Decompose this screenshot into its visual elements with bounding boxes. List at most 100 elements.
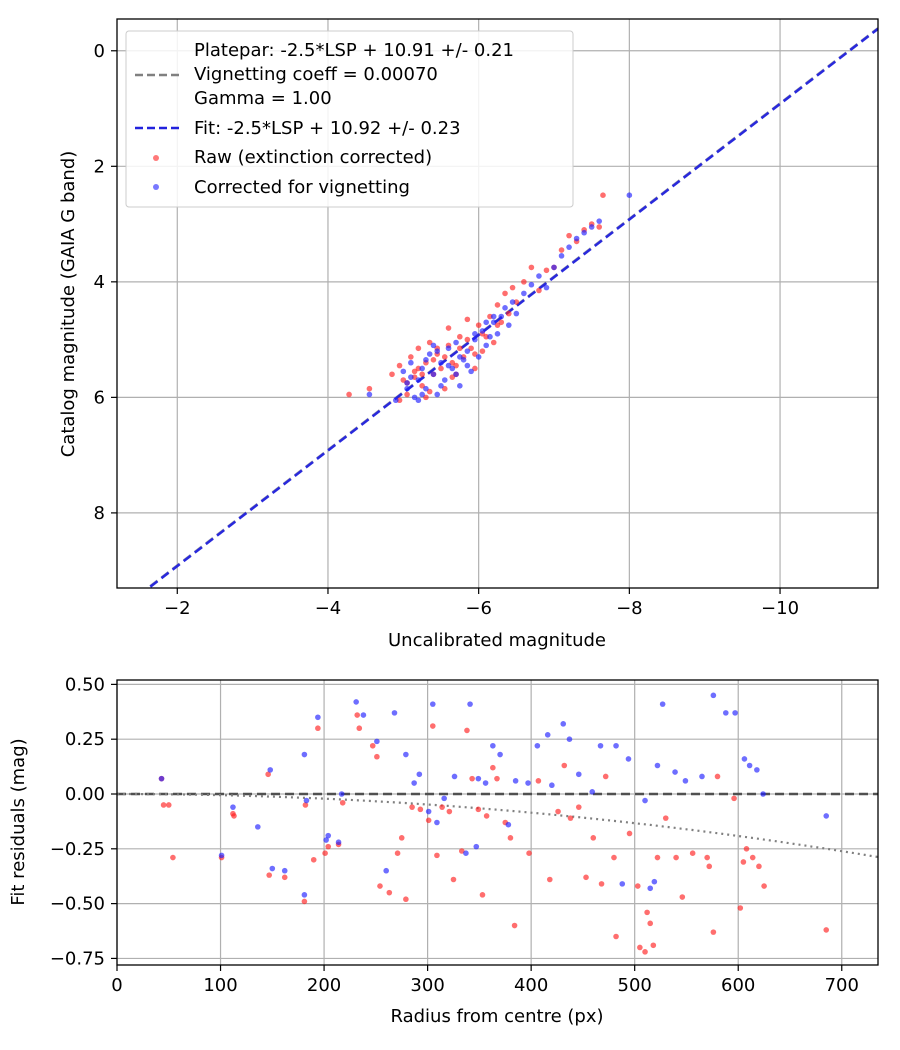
raw-point <box>583 874 589 881</box>
corrected-point <box>441 377 448 383</box>
raw-point <box>266 872 273 878</box>
raw-point <box>647 920 654 927</box>
raw-point <box>710 929 717 935</box>
corrected-point <box>453 371 459 378</box>
x-tick-label: −6 <box>465 598 492 619</box>
corrected-point <box>497 751 503 758</box>
corrected-point <box>699 773 705 780</box>
corrected-point <box>502 305 508 311</box>
corrected-point <box>419 391 425 398</box>
corrected-point <box>682 778 689 784</box>
corrected-point <box>741 756 748 762</box>
corrected-point <box>472 331 478 337</box>
raw-point <box>325 843 332 850</box>
raw-point <box>706 863 713 870</box>
corrected-point <box>746 762 753 769</box>
corrected-point <box>490 313 497 320</box>
raw-point <box>339 799 346 806</box>
raw-point <box>662 815 669 821</box>
top-fit-lines <box>145 27 878 588</box>
raw-point <box>689 850 696 856</box>
raw-point <box>566 232 572 239</box>
corrected-point <box>315 714 321 721</box>
legend-item-raw: Raw (extinction corrected) <box>194 147 432 168</box>
corrected-point <box>338 791 345 797</box>
corrected-point <box>267 767 274 773</box>
corrected-point <box>823 813 830 819</box>
corrected-point <box>423 385 429 392</box>
corrected-point <box>464 362 471 369</box>
raw-point <box>469 775 475 782</box>
corrected-point <box>464 348 471 354</box>
corrected-point <box>506 322 512 328</box>
corrected-point <box>551 264 557 271</box>
corrected-point <box>482 780 489 786</box>
raw-point <box>613 933 619 940</box>
raw-point <box>761 883 767 889</box>
corrected-point <box>392 397 399 404</box>
corrected-point <box>573 235 580 242</box>
top-y-axis-label: Catalog magnitude (GAIA G band) <box>58 151 79 458</box>
x-tick-label: 600 <box>721 975 755 996</box>
raw-point <box>441 354 448 360</box>
raw-point <box>611 854 617 861</box>
corrected-point <box>588 224 595 230</box>
corrected-point <box>415 397 422 404</box>
corrected-point <box>509 299 516 305</box>
corrected-point <box>490 319 497 326</box>
corrected-point <box>416 771 423 778</box>
corrected-point <box>430 342 437 349</box>
fit-line <box>146 27 878 588</box>
top-chart: −2 −4 −6 −8 −10 0 2 4 6 8 Uncalibrated magnitude… <box>58 18 879 651</box>
raw-point <box>737 905 744 911</box>
corrected-point <box>463 850 469 856</box>
corrected-point <box>434 819 440 826</box>
raw-point <box>417 806 424 813</box>
bottom-plot-frame <box>116 679 879 966</box>
raw-point <box>457 333 463 340</box>
raw-point <box>377 883 383 889</box>
raw-point <box>526 850 532 856</box>
corrected-point <box>445 362 452 369</box>
raw-point <box>634 883 641 889</box>
corrected-point <box>430 371 437 378</box>
corrected-point <box>457 383 463 389</box>
corrected-point <box>475 775 482 782</box>
corrected-point <box>558 253 565 259</box>
corrected-point <box>434 348 441 354</box>
raw-point <box>502 290 508 297</box>
corrected-point <box>408 374 414 380</box>
raw-point <box>366 385 373 392</box>
y-tick-label: −0.50 <box>50 894 105 915</box>
corrected-point <box>512 778 519 784</box>
x-tick-label: −10 <box>761 598 799 619</box>
corrected-point <box>325 832 332 839</box>
corrected-point <box>451 773 458 780</box>
raw-point <box>170 854 176 861</box>
corrected-point <box>659 701 666 707</box>
corrected-point <box>505 821 512 828</box>
raw-point <box>823 927 830 933</box>
corrected-point <box>490 742 496 749</box>
corrected-point <box>467 701 473 707</box>
y-tick-label: 2 <box>94 156 105 177</box>
y-tick-label: 8 <box>94 503 105 524</box>
corrected-point <box>536 273 542 279</box>
raw-point <box>494 775 500 782</box>
corrected-point <box>613 742 619 749</box>
corrected-point <box>544 732 551 738</box>
corrected-point <box>353 699 359 705</box>
corrected-point <box>642 797 648 804</box>
raw-point <box>637 944 643 951</box>
corrected-point <box>434 391 441 398</box>
raw-point <box>398 835 405 841</box>
raw-point <box>403 896 409 903</box>
raw-point <box>490 764 496 771</box>
raw-point <box>445 325 452 331</box>
raw-point <box>543 267 550 274</box>
raw-point <box>346 391 352 398</box>
corrected-point <box>560 721 567 727</box>
raw-point <box>561 762 568 769</box>
raw-point <box>386 889 393 896</box>
corrected-point <box>335 839 342 846</box>
